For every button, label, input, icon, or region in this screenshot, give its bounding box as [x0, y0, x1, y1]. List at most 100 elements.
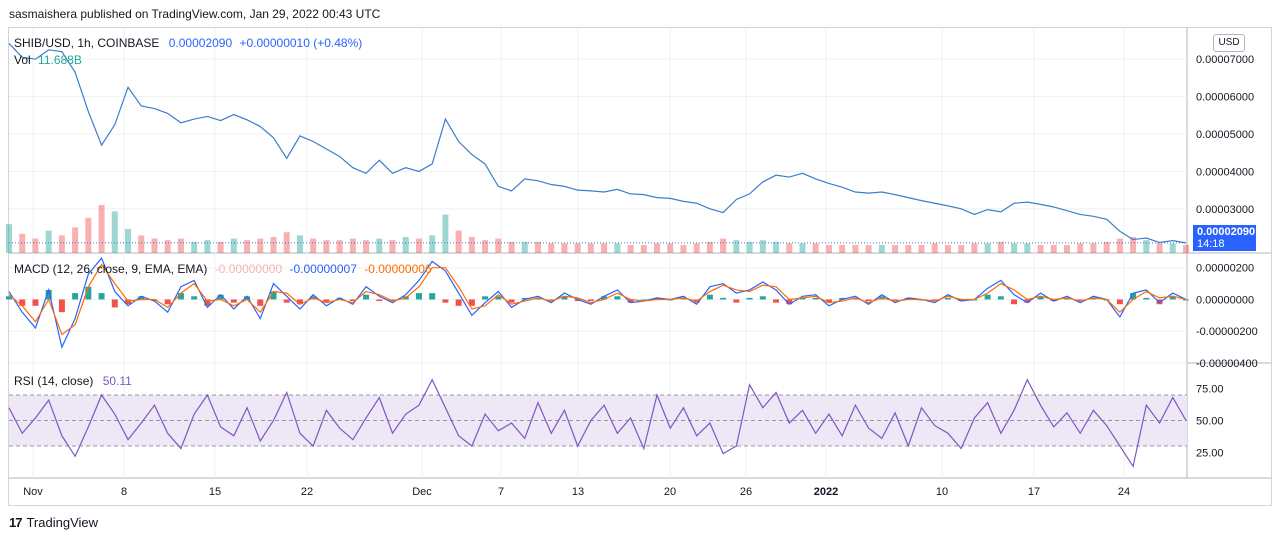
rsi-legend: RSI (14, close) 50.11	[14, 374, 132, 388]
macd-histogram-bar	[389, 299, 396, 302]
volume-bar	[654, 243, 661, 253]
signal-value: -0.00000006	[364, 262, 432, 276]
macd-histogram-bar	[627, 299, 634, 303]
macd-pane	[6, 257, 1189, 349]
volume-bar	[45, 230, 52, 253]
volume-bar	[1143, 240, 1150, 253]
x-tick-label: 2022	[814, 486, 838, 498]
volume-bar	[125, 229, 132, 253]
macd-histogram-bar	[111, 299, 118, 308]
macd-histogram-bar	[482, 296, 489, 300]
volume-value: 11.688B	[38, 53, 82, 67]
x-tick-label: 26	[740, 486, 752, 498]
volume-bar	[72, 227, 79, 253]
x-tick-label: 13	[572, 486, 584, 498]
volume-bar	[111, 211, 118, 253]
macd-histogram-bar	[733, 299, 740, 303]
macd-histogram-bar	[204, 299, 211, 306]
volume-bar	[521, 241, 528, 253]
macd-histogram-bar	[230, 299, 237, 303]
price-legend: SHIB/USD, 1h, COINBASE 0.00002090 +0.000…	[14, 36, 362, 50]
volume-bar	[32, 238, 39, 253]
volume-bar	[455, 230, 462, 253]
macd-histogram-bar	[429, 293, 436, 300]
macd-histogram-bar	[72, 293, 79, 300]
macd-histogram-bar	[587, 299, 594, 302]
currency-button[interactable]: USD	[1213, 34, 1245, 52]
symbol-label: SHIB/USD, 1h, COINBASE	[14, 36, 160, 50]
volume-bar	[799, 243, 806, 253]
macd-histogram-bar	[85, 286, 92, 300]
publisher-line: sasmaishera published on TradingView.com…	[9, 7, 381, 21]
macd-tick-label: -0.00000400	[1196, 358, 1258, 370]
volume-bar	[958, 245, 965, 253]
volume-bar	[667, 243, 674, 253]
volume-bar	[389, 240, 396, 253]
volume-bar	[217, 241, 224, 253]
volume-bar	[839, 245, 846, 253]
volume-bar	[336, 240, 343, 253]
volume-bar	[58, 235, 65, 253]
x-tick-label: 8	[121, 486, 127, 498]
volume-bar	[230, 238, 237, 253]
volume-bar	[1024, 243, 1031, 253]
footer-brand[interactable]: 17 TradingView	[9, 515, 98, 530]
price-tick-label: 0.00005000	[1196, 129, 1254, 141]
volume-bar	[1183, 245, 1189, 253]
volume-bar	[151, 238, 158, 253]
volume-bar	[587, 243, 594, 253]
macd-histogram-bar	[32, 299, 39, 306]
price-tick-label: 0.00004000	[1196, 166, 1254, 178]
volume-bar	[1077, 243, 1084, 253]
volume-bar	[1090, 243, 1097, 253]
macd-histogram-bar	[1011, 299, 1018, 305]
macd-tick-label: -0.00000200	[1196, 326, 1258, 338]
macd-histogram-bar	[191, 296, 198, 300]
price-tick-label: 0.00006000	[1196, 92, 1254, 104]
volume-bar	[852, 245, 859, 253]
macd-histogram-bar	[839, 297, 846, 300]
volume-bar	[98, 205, 105, 253]
signal-line	[8, 263, 1187, 336]
volume-bar	[680, 245, 687, 253]
macd-histogram-bar	[177, 293, 184, 300]
macd-histogram-bar	[706, 294, 713, 300]
x-tick-label: 15	[209, 486, 221, 498]
macd-histogram-bar	[1037, 296, 1044, 300]
volume-bar	[296, 235, 303, 253]
volume-bar	[310, 238, 317, 253]
price-tick-label: 0.00007000	[1196, 54, 1254, 66]
macd-histogram-bar	[455, 299, 462, 306]
macd-histogram-bar	[442, 299, 449, 303]
macd-histogram-bar	[244, 296, 251, 300]
macd-value: -0.00000007	[289, 262, 357, 276]
macd-histogram-bar	[654, 297, 661, 300]
volume-bar	[706, 241, 713, 253]
macd-histogram-bar	[349, 299, 356, 302]
volume-bar	[1037, 245, 1044, 253]
volume-bar	[865, 245, 872, 253]
last-price: 0.00002090	[168, 36, 233, 50]
macd-histogram-bar	[164, 299, 171, 305]
macd-histogram-bar	[1024, 299, 1031, 303]
volume-bar	[984, 243, 991, 253]
macd-histogram-bar	[19, 299, 26, 306]
volume-bar	[812, 243, 819, 253]
volume-bar	[720, 238, 727, 253]
macd-histogram-bar	[825, 299, 832, 303]
volume-bar	[892, 245, 899, 253]
chart-frame	[8, 27, 1272, 506]
volume-bar	[323, 240, 330, 253]
macd-histogram-bar	[799, 297, 806, 300]
macd-histogram-bar	[1183, 299, 1189, 301]
volume-bar	[905, 245, 912, 253]
volume-bar	[640, 245, 647, 253]
macd-histogram-bar	[746, 297, 753, 300]
macd-histogram-bar	[508, 299, 515, 303]
volume-bar	[468, 237, 475, 253]
macd-histogram-bar	[865, 299, 872, 302]
x-tick-label: 24	[1118, 486, 1130, 498]
volume-bar	[6, 224, 12, 253]
macd-histogram-bar	[283, 299, 290, 303]
